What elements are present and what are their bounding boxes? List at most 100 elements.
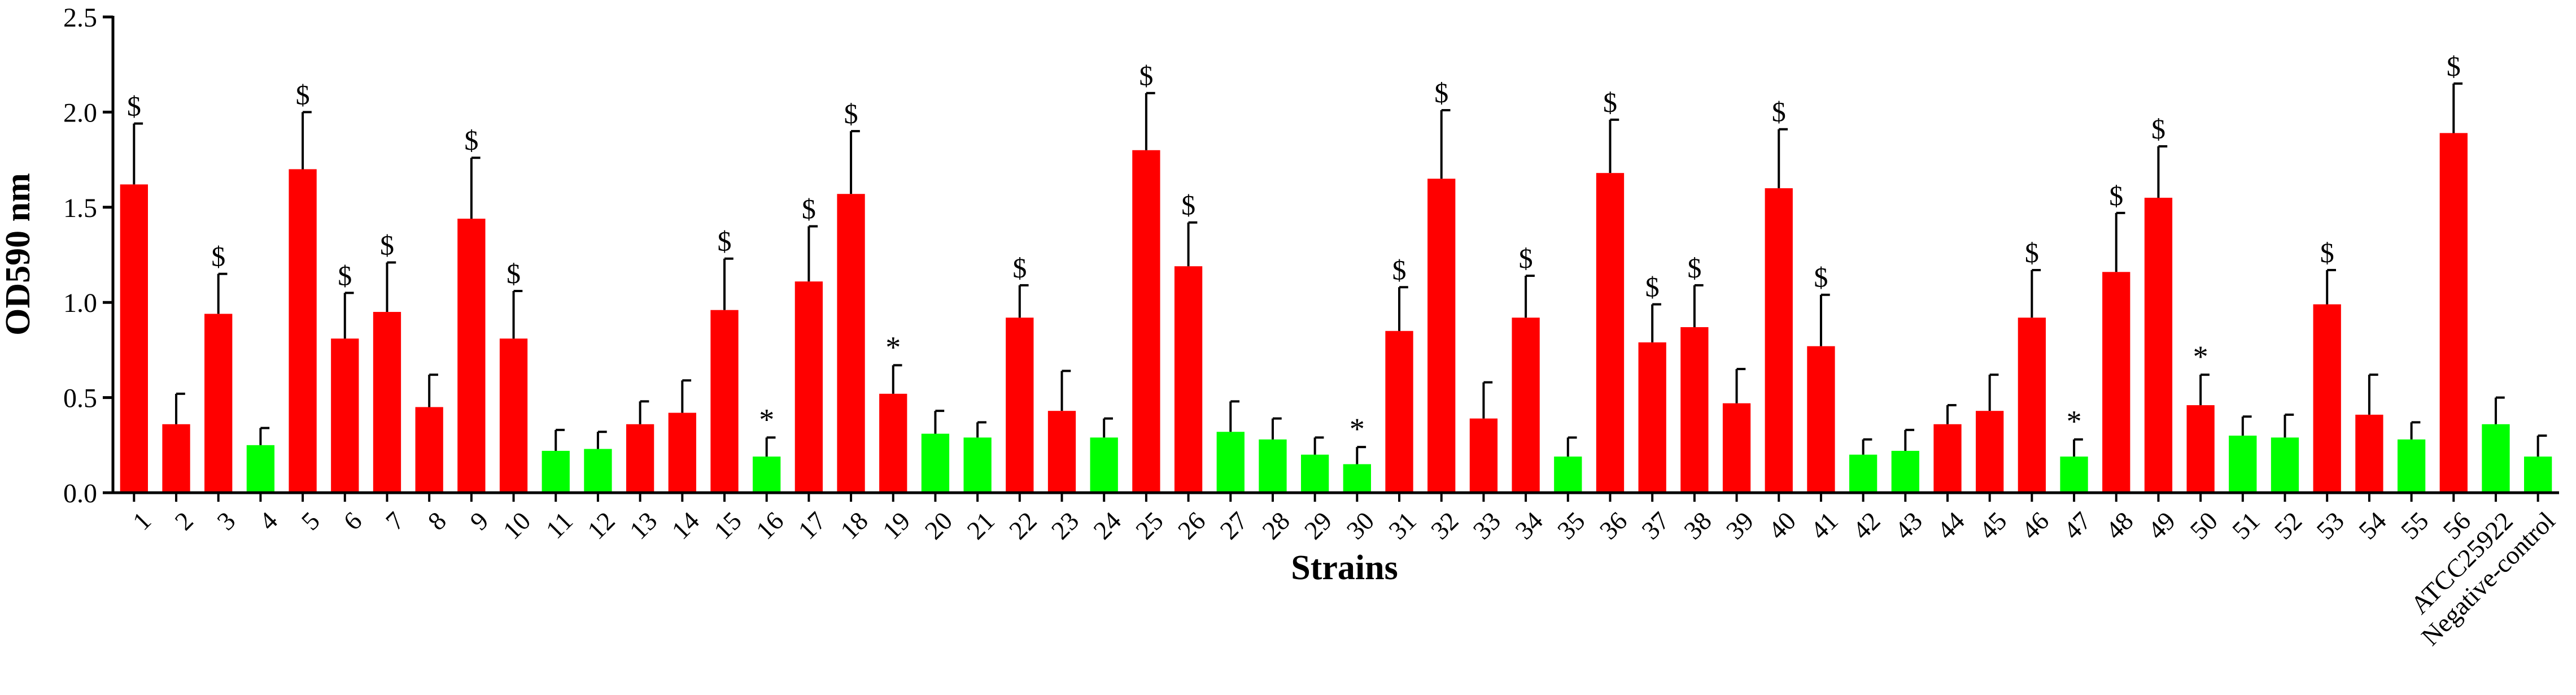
x-tick-label: 35	[1552, 506, 1591, 545]
significance-marker: $	[464, 124, 478, 156]
y-tick-label: 1.0	[63, 288, 97, 318]
significance-marker: $	[1519, 242, 1533, 274]
significance-marker: $	[1645, 271, 1660, 303]
significance-marker: $	[2447, 50, 2461, 82]
bar	[542, 450, 570, 493]
significance-marker: $	[1012, 252, 1027, 284]
significance-marker: *	[2193, 340, 2208, 373]
x-tick-label: 47	[2058, 506, 2097, 545]
x-tick-label: 17	[793, 506, 832, 545]
x-tick-label: 39	[1721, 506, 1759, 545]
bar	[457, 219, 486, 493]
y-tick-label: 2.5	[63, 3, 97, 33]
significance-marker: *	[885, 330, 901, 364]
x-tick-label: 16	[750, 506, 789, 545]
bar	[1047, 411, 1076, 493]
bar	[753, 457, 781, 493]
x-tick-label: 3	[211, 506, 241, 536]
x-tick-label: 1	[127, 506, 156, 536]
x-tick-label: 55	[2395, 506, 2434, 545]
bar	[289, 169, 317, 493]
significance-marker: $	[1603, 86, 1617, 118]
x-tick-label: 12	[582, 506, 621, 545]
bar	[1216, 432, 1245, 493]
significance-marker: $	[380, 229, 394, 260]
y-tick-label: 0.0	[63, 479, 97, 509]
x-tick-label: 5	[296, 506, 325, 536]
x-tick-label: 37	[1636, 506, 1675, 545]
x-tick-label: 31	[1383, 506, 1422, 545]
significance-marker: $	[338, 259, 352, 291]
bar	[1301, 454, 1329, 493]
y-tick-label: 1.5	[63, 193, 97, 223]
significance-marker: $	[127, 90, 141, 122]
bar	[2482, 424, 2510, 493]
significance-marker: $	[1434, 77, 1448, 108]
x-tick-label: 2	[169, 506, 199, 536]
bar	[2355, 414, 2383, 493]
x-tick-label: 52	[2269, 506, 2308, 545]
significance-marker: $	[2025, 237, 2039, 268]
x-tick-label: 51	[2226, 506, 2265, 545]
x-tick-label: 36	[1594, 506, 1633, 545]
bar	[963, 437, 992, 493]
x-tick-label: 18	[835, 506, 874, 545]
bar	[668, 412, 696, 493]
bar	[2018, 318, 2046, 493]
bar	[373, 312, 401, 493]
x-tick-label: 14	[666, 506, 705, 545]
x-tick-label: 26	[1172, 506, 1211, 545]
bar	[710, 310, 739, 493]
bar	[1512, 318, 1540, 493]
x-tick-label: 54	[2353, 506, 2392, 545]
significance-marker: $	[1772, 96, 1786, 128]
x-tick-label: 6	[338, 506, 367, 536]
bar	[1807, 346, 1835, 493]
significance-marker: $	[1181, 189, 1195, 221]
bar	[2397, 439, 2426, 493]
bar	[837, 194, 865, 493]
significance-marker: *	[1350, 412, 1365, 446]
x-tick-label: 29	[1299, 506, 1338, 545]
x-tick-label: 8	[422, 506, 452, 536]
significance-marker: $	[211, 241, 225, 272]
y-tick-label: 0.5	[63, 384, 97, 414]
significance-marker: $	[1814, 262, 1828, 293]
bar	[2186, 405, 2215, 493]
significance-marker: $	[296, 79, 310, 110]
bar	[584, 449, 612, 493]
x-tick-label: 49	[2142, 506, 2181, 545]
bar	[1174, 266, 1203, 493]
x-tick-label: 13	[624, 506, 663, 545]
bar	[1638, 342, 1666, 493]
x-tick-label: 28	[1256, 506, 1295, 545]
bar	[2229, 435, 2257, 493]
x-tick-label: 7	[380, 506, 409, 536]
bar	[2144, 197, 2173, 493]
x-tick-label: 23	[1046, 506, 1085, 545]
bar	[1596, 173, 1625, 493]
x-tick-label: 41	[1805, 506, 1844, 545]
bar	[1090, 437, 1118, 493]
bar	[1385, 331, 1413, 493]
bar	[1427, 179, 1456, 493]
bar	[2439, 133, 2468, 493]
x-tick-label: 21	[961, 506, 1000, 545]
x-tick-label: 42	[1847, 506, 1886, 545]
x-tick-label: 33	[1468, 506, 1507, 545]
bar	[1259, 439, 1287, 493]
x-tick-label: 53	[2311, 506, 2350, 545]
bar	[246, 445, 275, 493]
bar	[2313, 304, 2341, 493]
x-tick-label: 15	[708, 506, 747, 545]
x-tick-label: 45	[1974, 506, 2012, 545]
bar	[1933, 424, 1962, 493]
bar	[1006, 318, 1034, 493]
bar	[1722, 403, 1751, 493]
bar	[415, 407, 443, 493]
x-tick-label: 40	[1762, 506, 1801, 545]
bar	[2271, 437, 2299, 493]
bar	[1849, 454, 1878, 493]
significance-marker: $	[718, 225, 732, 257]
bar	[1680, 327, 1709, 493]
